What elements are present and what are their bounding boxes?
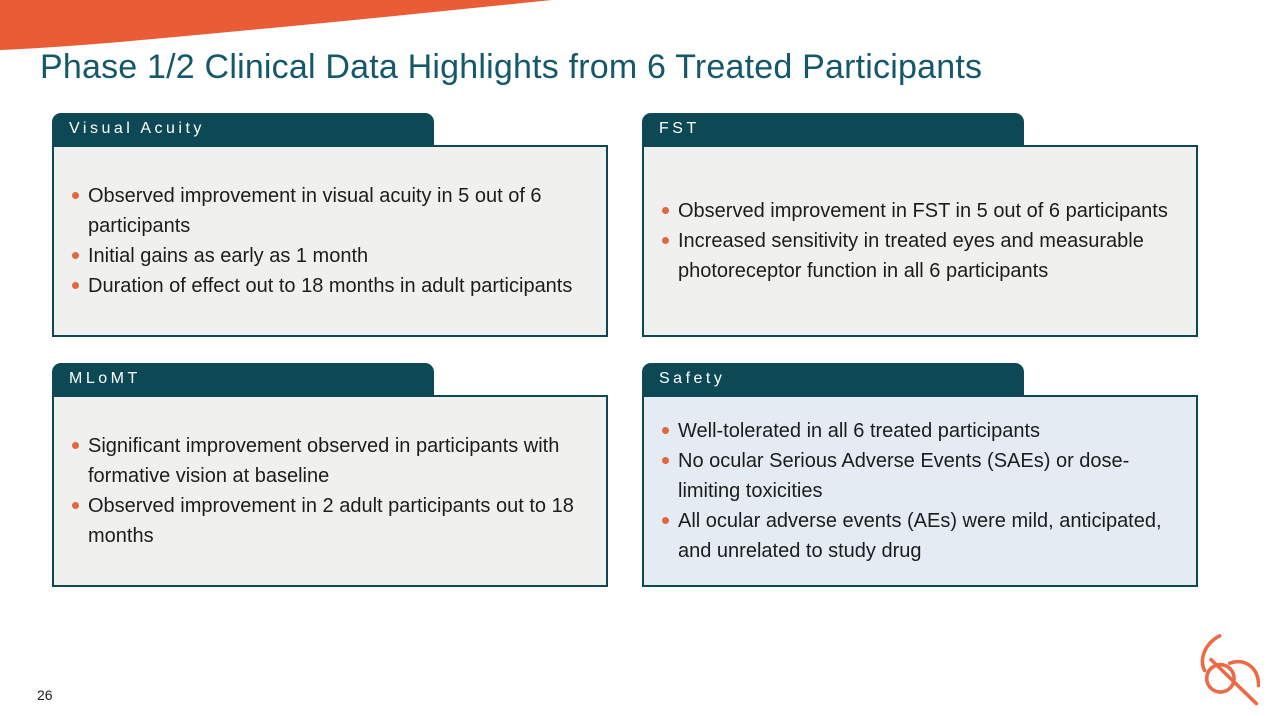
panel-safety-tab-label: Safety — [659, 370, 726, 387]
panel-visual-acuity-tab: Visual Acuity — [52, 113, 434, 145]
mlomt-bullet-list: Significant improvement observed in part… — [54, 431, 606, 551]
panel-visual-acuity-tab-label: Visual Acuity — [69, 120, 205, 137]
bullet-item: Well-tolerated in all 6 treated particip… — [660, 416, 1172, 446]
panel-fst-body: Observed improvement in FST in 5 out of … — [642, 145, 1198, 337]
bullet-item: Observed improvement in visual acuity in… — [70, 181, 582, 241]
bullet-item: Observed improvement in 2 adult particip… — [70, 491, 582, 551]
bullet-item: Initial gains as early as 1 month — [70, 241, 582, 271]
fst-bullet-list: Observed improvement in FST in 5 out of … — [644, 196, 1196, 286]
visual-acuity-bullet-list: Observed improvement in visual acuity in… — [54, 181, 606, 301]
orange-swirl-logo-icon — [1200, 634, 1260, 706]
panel-fst-tab-label: FST — [659, 120, 700, 137]
slide-title: Phase 1/2 Clinical Data Highlights from … — [40, 48, 983, 86]
orange-corner-swoosh-icon — [0, 0, 552, 50]
bullet-item: Duration of effect out to 18 months in a… — [70, 271, 582, 301]
panel-safety-body: Well-tolerated in all 6 treated particip… — [642, 395, 1198, 587]
bullet-item: No ocular Serious Adverse Events (SAEs) … — [660, 446, 1172, 506]
panel-mlomt-tab-label: MLoMT — [69, 370, 141, 387]
panel-safety: Safety Well-tolerated in all 6 treated p… — [642, 363, 1198, 587]
panel-safety-tab: Safety — [642, 363, 1024, 395]
bullet-item: Increased sensitivity in treated eyes an… — [660, 226, 1172, 286]
panel-mlomt-body: Significant improvement observed in part… — [52, 395, 608, 587]
panel-visual-acuity: Visual Acuity Observed improvement in vi… — [52, 113, 608, 337]
page-number: 26 — [37, 687, 53, 703]
bullet-item: Observed improvement in FST in 5 out of … — [660, 196, 1172, 226]
safety-bullet-list: Well-tolerated in all 6 treated particip… — [644, 416, 1196, 566]
panel-mlomt: MLoMT Significant improvement observed i… — [52, 363, 608, 587]
bullet-item: Significant improvement observed in part… — [70, 431, 582, 491]
panel-fst: FST Observed improvement in FST in 5 out… — [642, 113, 1198, 337]
panel-visual-acuity-body: Observed improvement in visual acuity in… — [52, 145, 608, 337]
bullet-item: All ocular adverse events (AEs) were mil… — [660, 506, 1172, 566]
panel-fst-tab: FST — [642, 113, 1024, 145]
panel-mlomt-tab: MLoMT — [52, 363, 434, 395]
